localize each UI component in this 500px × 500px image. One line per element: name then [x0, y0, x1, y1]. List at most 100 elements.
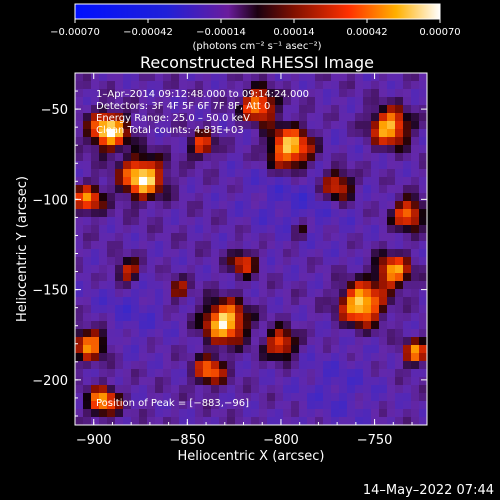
heatmap-cell	[163, 209, 172, 218]
heatmap-cell	[251, 241, 260, 250]
heatmap-cell	[91, 233, 100, 242]
heatmap-cell	[259, 321, 268, 330]
heatmap-cell	[179, 265, 188, 274]
colorbar-tick-label: 0.00014	[273, 27, 314, 38]
heatmap-cell	[275, 257, 284, 266]
heatmap-cell	[139, 113, 148, 122]
heatmap-cell	[307, 73, 316, 82]
heatmap-cell	[395, 369, 404, 378]
heatmap-cell	[179, 73, 188, 82]
heatmap-cell	[107, 321, 116, 330]
heatmap-cell	[379, 241, 388, 250]
heatmap-cell	[251, 321, 260, 330]
heatmap-cell	[83, 401, 92, 410]
heatmap-cell	[315, 201, 324, 210]
heatmap-cell	[139, 417, 148, 426]
heatmap-cell	[123, 137, 132, 146]
heatmap-cell	[347, 73, 356, 82]
heatmap-cell	[195, 73, 204, 82]
heatmap-cell	[107, 169, 116, 178]
heatmap-cell	[243, 321, 252, 330]
heatmap-cell	[187, 313, 196, 322]
heatmap-cell	[323, 105, 332, 114]
heatmap-cell	[219, 353, 228, 362]
heatmap-cell	[411, 257, 420, 266]
heatmap-cell	[323, 89, 332, 98]
heatmap-cell	[203, 257, 212, 266]
heatmap-cell	[123, 401, 132, 410]
heatmap-cell	[243, 233, 252, 242]
heatmap-cell	[323, 345, 332, 354]
heatmap-cell	[163, 417, 172, 426]
heatmap-cell	[275, 89, 284, 98]
heatmap-cell	[75, 321, 84, 330]
heatmap-cell	[107, 121, 116, 130]
heatmap-cell	[403, 121, 412, 130]
heatmap-cell	[403, 113, 412, 122]
heatmap-cell	[187, 409, 196, 418]
heatmap-cell	[163, 377, 172, 386]
heatmap-cell	[123, 369, 132, 378]
heatmap-cell	[99, 161, 108, 170]
heatmap-cell	[235, 81, 244, 90]
heatmap-cell	[419, 337, 428, 346]
heatmap-cell	[371, 377, 380, 386]
heatmap-cell	[387, 297, 396, 306]
heatmap-cell	[203, 161, 212, 170]
heatmap-cell	[123, 121, 132, 130]
heatmap-cell	[307, 401, 316, 410]
heatmap-cell	[339, 105, 348, 114]
heatmap-cell	[315, 105, 324, 114]
heatmap-cell	[83, 377, 92, 386]
heatmap-cell	[355, 233, 364, 242]
heatmap-cell	[419, 233, 428, 242]
heatmap-cell	[331, 409, 340, 418]
heatmap-cell	[395, 113, 404, 122]
heatmap-cell	[331, 121, 340, 130]
heatmap-cell	[387, 225, 396, 234]
heatmap-cell	[307, 121, 316, 130]
heatmap-cell	[395, 193, 404, 202]
heatmap-cell	[107, 145, 116, 154]
heatmap-cell	[331, 417, 340, 426]
heatmap-cell	[355, 409, 364, 418]
heatmap-cell	[99, 281, 108, 290]
heatmap-cell	[307, 353, 316, 362]
heatmap-cell	[275, 329, 284, 338]
heatmap-cell	[171, 369, 180, 378]
heatmap-cell	[83, 289, 92, 298]
heatmap-cell	[147, 401, 156, 410]
heatmap-cell	[283, 257, 292, 266]
heatmap-cell	[115, 97, 124, 106]
heatmap-cell	[179, 361, 188, 370]
heatmap-cell	[275, 361, 284, 370]
heatmap-cell	[115, 401, 124, 410]
heatmap-cell	[83, 113, 92, 122]
heatmap-cell	[259, 257, 268, 266]
heatmap-cell	[219, 73, 228, 82]
heatmap-cell	[211, 249, 220, 258]
heatmap-cell	[299, 297, 308, 306]
heatmap-cell	[315, 257, 324, 266]
heatmap-cell	[123, 233, 132, 242]
heatmap-cell	[211, 297, 220, 306]
heatmap-cell	[147, 377, 156, 386]
heatmap-cell	[187, 185, 196, 194]
heatmap-cell	[339, 305, 348, 314]
heatmap-cell	[115, 385, 124, 394]
heatmap-cell	[339, 353, 348, 362]
heatmap-cell	[195, 353, 204, 362]
heatmap-cell	[147, 345, 156, 354]
heatmap-cell	[235, 73, 244, 82]
heatmap-cell	[403, 369, 412, 378]
heatmap-cell	[243, 297, 252, 306]
heatmap-cell	[379, 385, 388, 394]
heatmap-cell	[307, 393, 316, 402]
heatmap-cell	[123, 377, 132, 386]
heatmap-cell	[291, 201, 300, 210]
heatmap-cell	[291, 129, 300, 138]
heatmap-cell	[219, 369, 228, 378]
heatmap-cell	[339, 273, 348, 282]
heatmap-cell	[387, 369, 396, 378]
heatmap-cell	[299, 97, 308, 106]
